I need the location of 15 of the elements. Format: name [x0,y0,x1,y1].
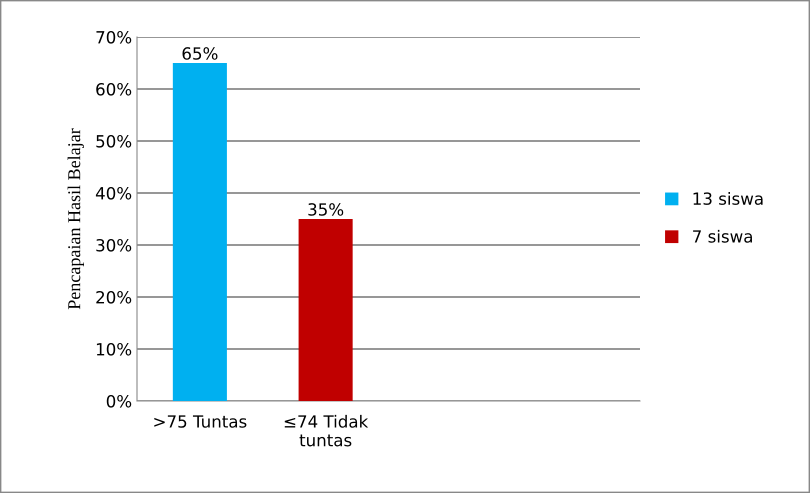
y-tick-label: 20% [96,290,132,304]
x-tick-label: ≤74 Tidak tuntas [284,414,368,446]
legend-label: 13 siswa [694,192,763,205]
text: 35% [308,203,344,216]
y-tick-label: 40% [96,186,132,200]
legend-label: 7 siswa [693,230,752,243]
y-tick-label: 70% [96,30,132,44]
y-tick-label: 30% [96,238,132,252]
x-tick-label: >75 Tuntas [154,415,246,428]
text: 65% [182,47,218,60]
y-tick-label: 0% [106,394,132,408]
y-tick-label: 50% [96,134,132,148]
y-axis-title: Pencapaian Hasil Belajar [68,128,84,310]
y-tick-label: 60% [96,82,132,96]
y-tick-label: 10% [96,342,132,356]
